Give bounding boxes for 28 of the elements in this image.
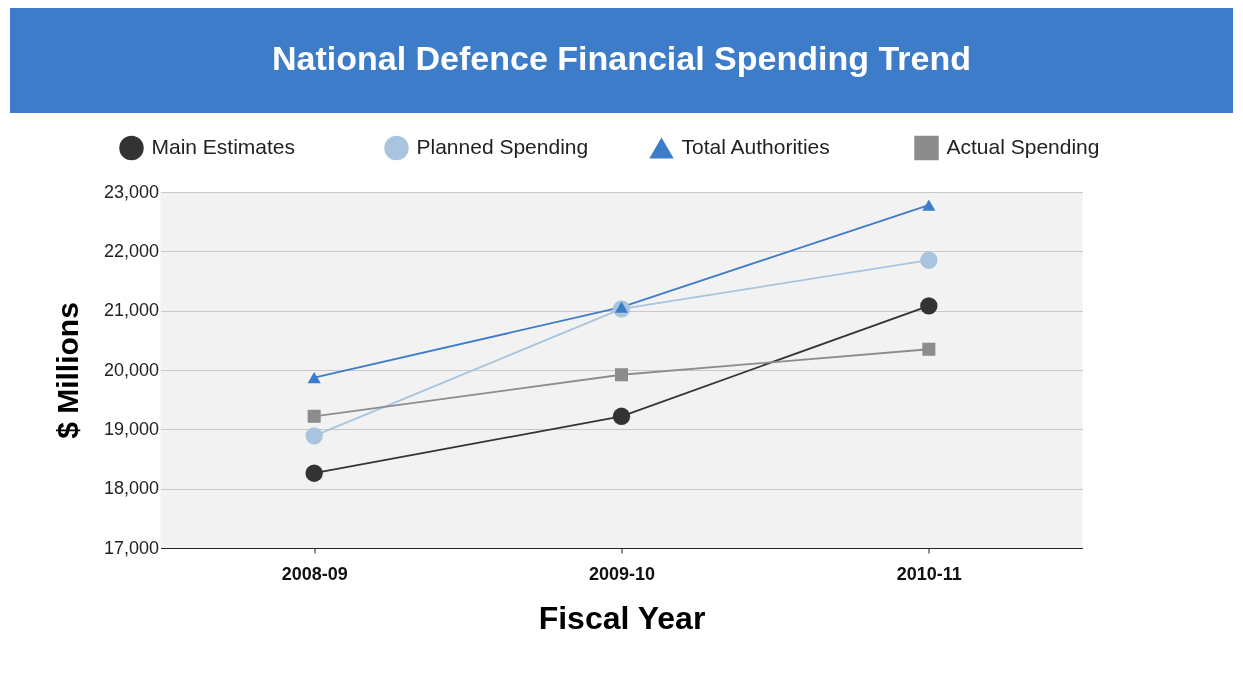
legend-label: Total Authorities <box>681 135 830 158</box>
x-axis-title: Fiscal Year <box>538 599 706 636</box>
point <box>307 409 321 423</box>
point <box>612 407 631 425</box>
point <box>305 464 323 482</box>
y-tick-label: 22,000 <box>103 240 159 261</box>
x-tick-label: 2009-10 <box>588 563 656 584</box>
chart-title: National Defence Financial Spending Trend <box>271 39 972 77</box>
point <box>922 199 936 211</box>
point <box>614 301 629 313</box>
y-tick-label: 23,000 <box>103 181 159 202</box>
point <box>920 297 938 315</box>
point <box>922 342 936 356</box>
y-tick-label: 19,000 <box>103 418 159 439</box>
x-tick-label: 2010-11 <box>896 563 962 584</box>
y-axis-title: $ Millions <box>50 302 84 439</box>
legend-label: Planned Spending <box>416 135 589 158</box>
point <box>307 372 321 384</box>
y-tick-label: 20,000 <box>103 359 159 380</box>
legend-label: Actual Spending <box>946 135 1100 158</box>
x-tick-label: 2008-09 <box>281 563 348 584</box>
legend-label: Main Estimates <box>151 135 296 158</box>
y-tick-label: 17,000 <box>103 537 159 558</box>
point <box>305 427 323 445</box>
y-tick-label: 18,000 <box>103 478 159 499</box>
y-tick-label: 21,000 <box>103 300 159 321</box>
point <box>920 251 938 269</box>
point <box>614 368 629 382</box>
